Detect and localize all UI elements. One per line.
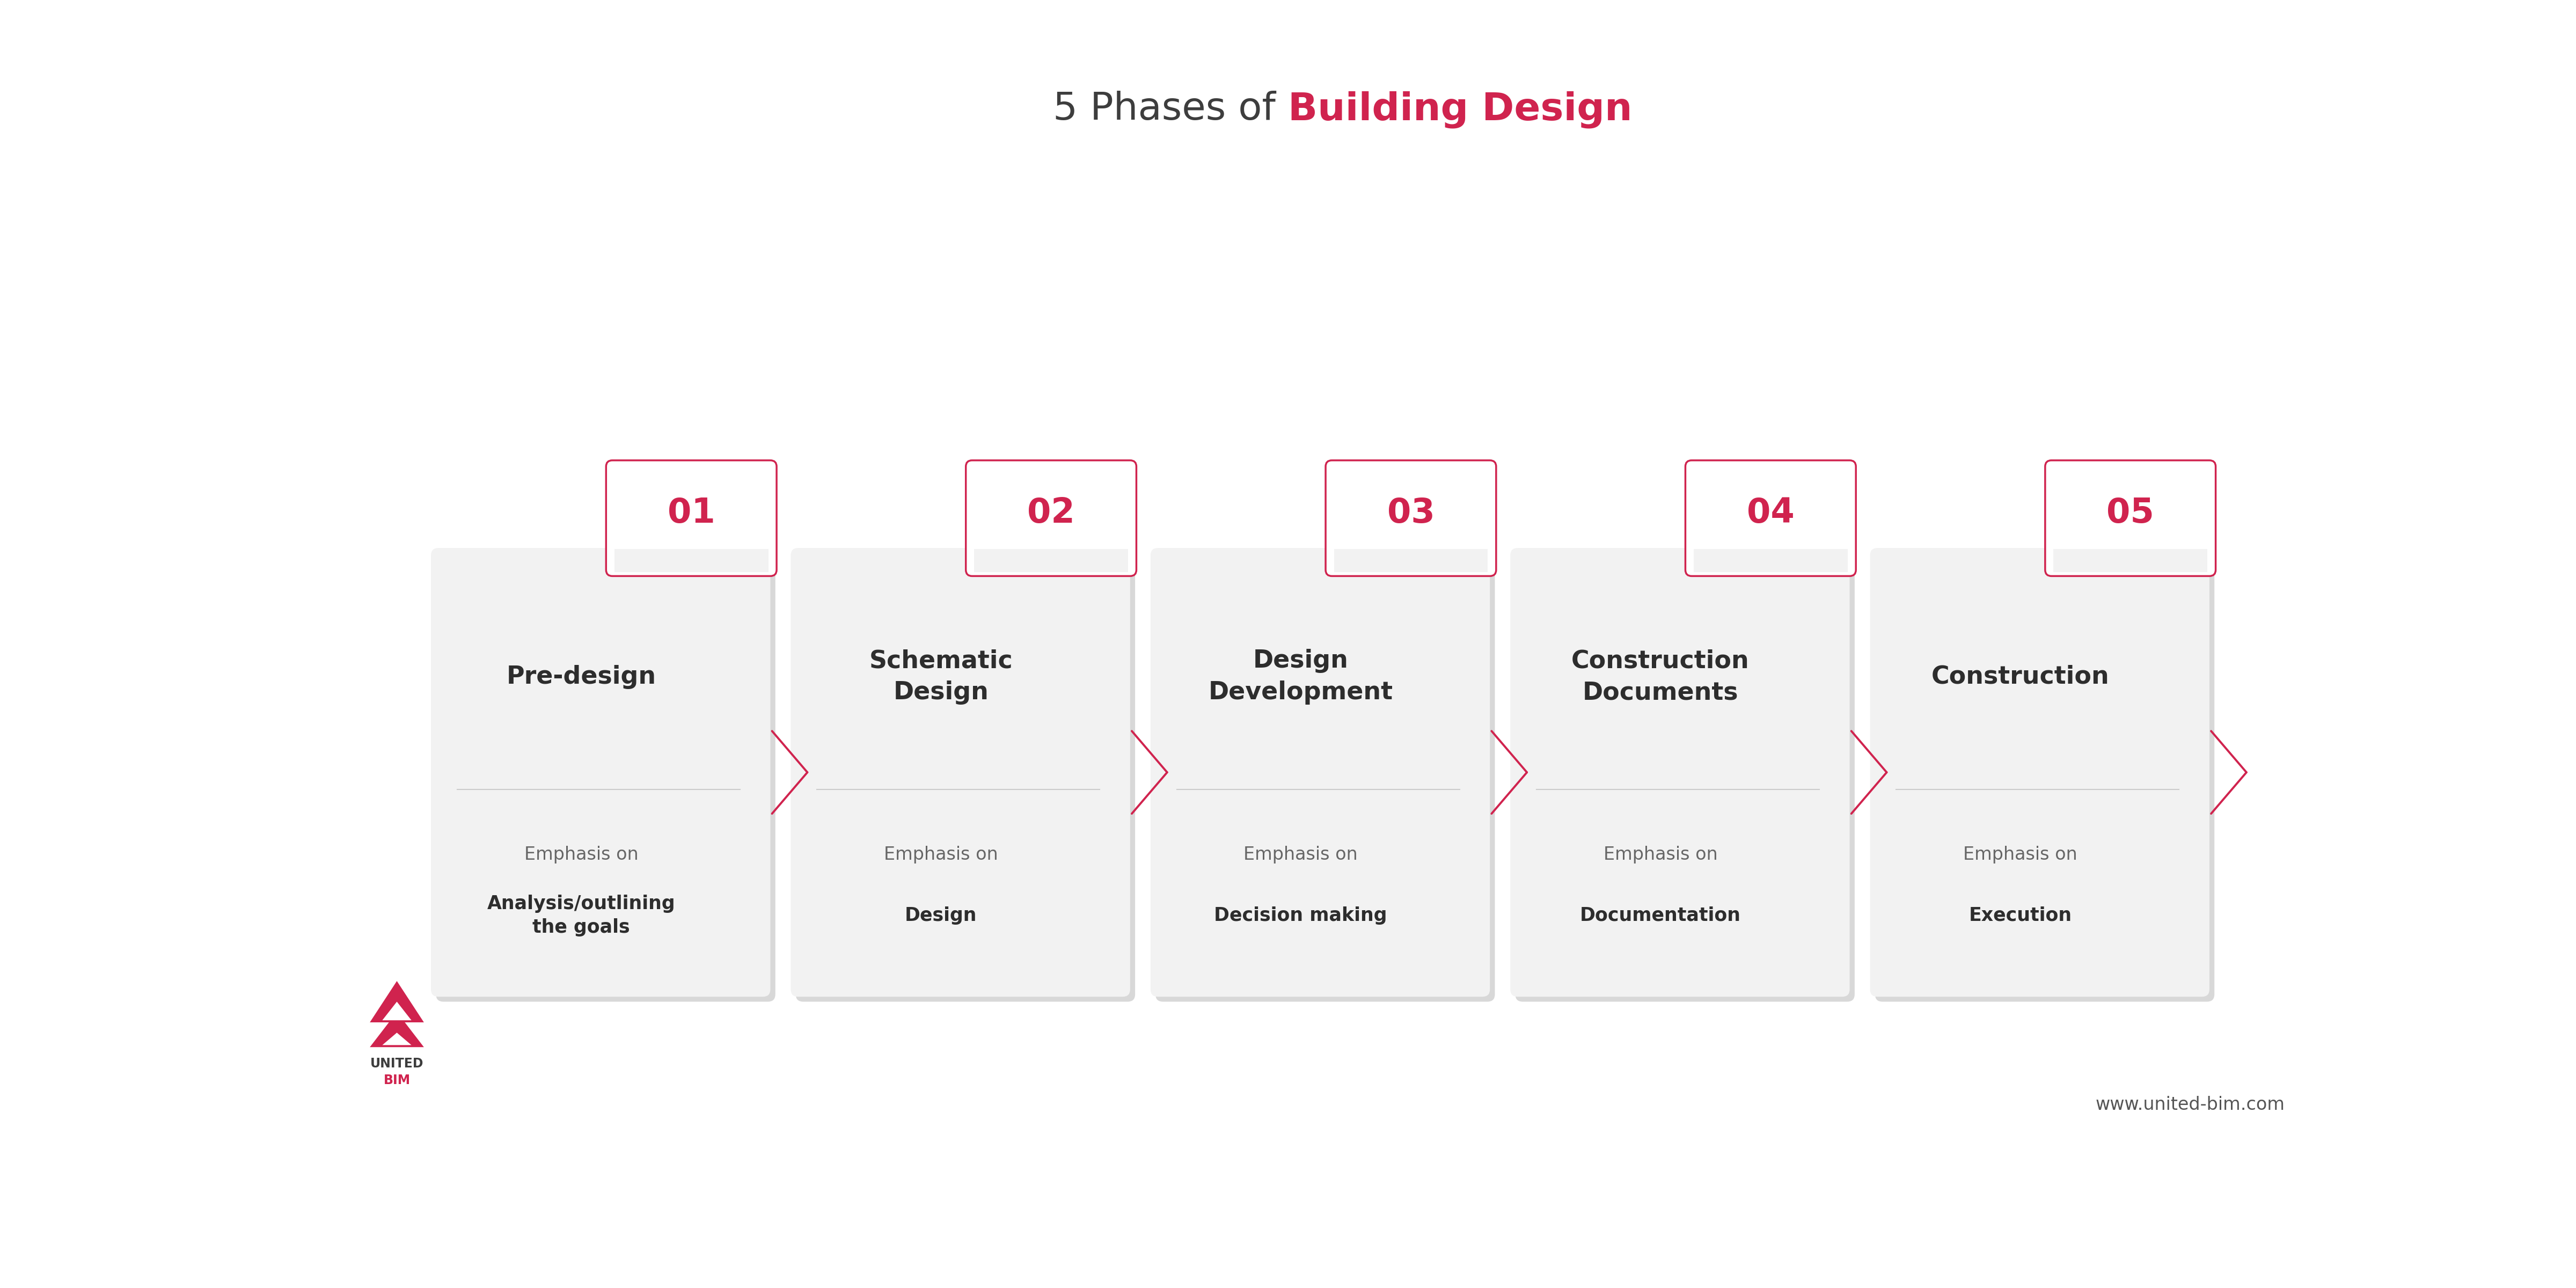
Text: Construction
Documents: Construction Documents — [1571, 649, 1749, 705]
Text: Emphasis on: Emphasis on — [1602, 846, 1718, 864]
Text: 04: 04 — [1747, 496, 1795, 529]
FancyBboxPatch shape — [1510, 547, 1850, 997]
Text: UNITED: UNITED — [371, 1057, 422, 1070]
Text: Schematic
Design: Schematic Design — [868, 649, 1012, 705]
Text: Design
Development: Design Development — [1208, 649, 1394, 705]
Text: Analysis/outlining
the goals: Analysis/outlining the goals — [487, 894, 675, 936]
Polygon shape — [381, 1033, 412, 1045]
FancyBboxPatch shape — [1685, 460, 1855, 576]
Bar — [974, 549, 1128, 572]
Text: Execution: Execution — [1968, 907, 2071, 925]
FancyBboxPatch shape — [796, 553, 1136, 1002]
Text: Decision making: Decision making — [1213, 907, 1388, 925]
Text: 02: 02 — [1028, 496, 1074, 529]
Text: Emphasis on: Emphasis on — [1244, 846, 1358, 864]
FancyBboxPatch shape — [1151, 547, 1489, 997]
Bar — [1692, 549, 1847, 572]
Polygon shape — [371, 981, 425, 1023]
Bar — [616, 549, 768, 572]
Text: Building Design: Building Design — [1288, 91, 1633, 128]
FancyBboxPatch shape — [1157, 553, 1494, 1002]
FancyBboxPatch shape — [791, 547, 1131, 997]
Text: Construction: Construction — [1932, 665, 2110, 689]
Polygon shape — [381, 1002, 412, 1020]
Bar — [2053, 549, 2208, 572]
Text: Emphasis on: Emphasis on — [523, 846, 639, 864]
Text: Emphasis on: Emphasis on — [884, 846, 997, 864]
FancyBboxPatch shape — [435, 553, 775, 1002]
FancyBboxPatch shape — [1875, 553, 2215, 1002]
FancyBboxPatch shape — [966, 460, 1136, 576]
Text: 5 Phases of: 5 Phases of — [1054, 91, 1288, 128]
FancyBboxPatch shape — [1327, 460, 1497, 576]
FancyBboxPatch shape — [1870, 547, 2210, 997]
Text: 01: 01 — [667, 496, 716, 529]
Polygon shape — [371, 1012, 425, 1047]
FancyBboxPatch shape — [2045, 460, 2215, 576]
FancyBboxPatch shape — [605, 460, 775, 576]
Text: 05: 05 — [2107, 496, 2154, 529]
FancyBboxPatch shape — [1515, 553, 1855, 1002]
Text: Emphasis on: Emphasis on — [1963, 846, 2076, 864]
Text: Design: Design — [904, 907, 976, 925]
Text: Documentation: Documentation — [1579, 907, 1741, 925]
Bar — [1334, 549, 1489, 572]
Text: www.united-bim.com: www.united-bim.com — [2097, 1096, 2285, 1114]
FancyBboxPatch shape — [430, 547, 770, 997]
Text: 03: 03 — [1386, 496, 1435, 529]
Text: Pre-design: Pre-design — [507, 665, 657, 689]
Text: BIM: BIM — [384, 1074, 410, 1087]
